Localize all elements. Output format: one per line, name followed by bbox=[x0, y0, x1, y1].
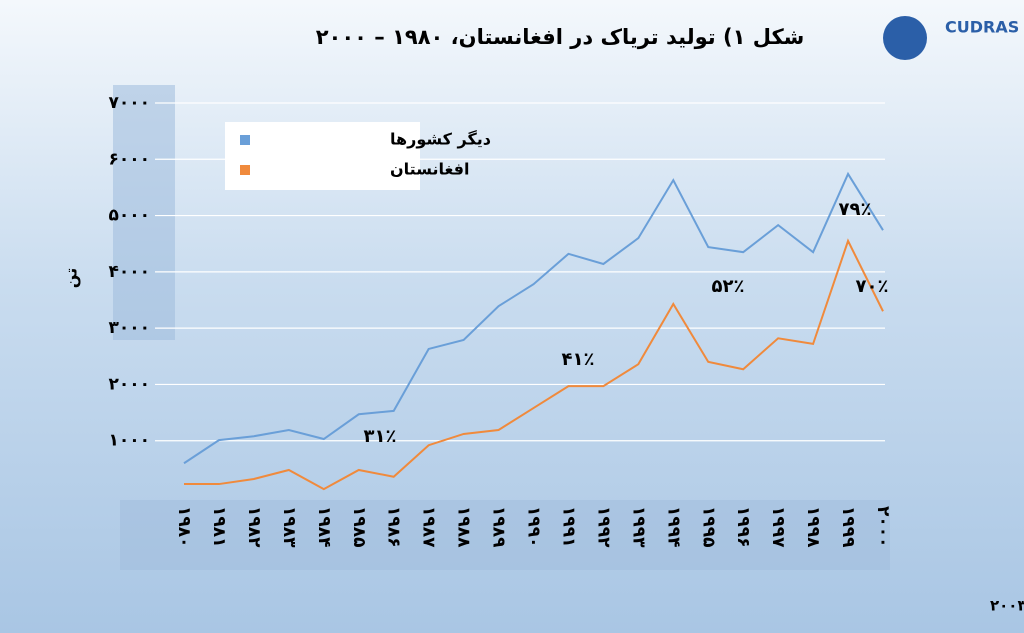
legend-label: افغانستان bbox=[390, 160, 469, 179]
x-tick-label: ۱۹۸۲ bbox=[244, 506, 264, 548]
x-tick-label: ۲۰۰۰ bbox=[873, 506, 893, 548]
annotation: ۷۰٪ bbox=[856, 276, 889, 297]
source-note: منبع: اقتصاد مخدری افغانستان UNODC : یک … bbox=[990, 597, 1024, 615]
x-tick-label: ۱۹۸۷ bbox=[419, 506, 439, 548]
x-tick-label: ۱۹۸۱ bbox=[209, 506, 229, 548]
y-axis-band bbox=[113, 85, 175, 340]
y-tick-label: ۴۰۰۰ bbox=[108, 262, 150, 282]
legend-marker bbox=[240, 165, 250, 175]
x-tick-label: ۱۹۸۵ bbox=[349, 506, 369, 548]
x-tick-label: ۱۹۸۸ bbox=[454, 506, 474, 548]
y-tick-label: ۶۰۰۰ bbox=[108, 149, 150, 169]
x-tick-label: ۱۹۹۶ bbox=[733, 506, 753, 548]
x-tick-label: ۱۹۹۰ bbox=[524, 506, 544, 548]
annotation: ۷۹٪ bbox=[839, 199, 872, 220]
x-tick-label: ۱۹۹۹ bbox=[838, 506, 858, 548]
x-axis-band bbox=[120, 500, 890, 570]
y-tick-label: ۱۰۰۰ bbox=[108, 431, 150, 451]
series-line bbox=[183, 171, 884, 465]
y-tick-label: ۲۰۰۰ bbox=[108, 374, 150, 394]
annotation: ۴۱٪ bbox=[562, 349, 595, 370]
x-tick-label: ۱۹۹۳ bbox=[628, 506, 648, 548]
x-tick-label: ۱۹۹۱ bbox=[558, 506, 578, 548]
x-tick-label: ۱۹۹۸ bbox=[803, 506, 823, 548]
y-tick-label: ۳۰۰۰ bbox=[108, 318, 150, 338]
logo-text: CUDRAS bbox=[945, 18, 1019, 37]
x-tick-label: ۱۹۸۰ bbox=[174, 506, 194, 548]
x-tick-label: ۱۹۸۹ bbox=[489, 506, 509, 548]
x-tick-label: ۱۹۸۳ bbox=[279, 506, 299, 548]
legend-label: دیگر کشورها bbox=[390, 130, 491, 149]
series-line bbox=[184, 238, 884, 491]
y-tick-label: ۵۰۰۰ bbox=[108, 206, 150, 226]
x-tick-label: ۱۹۸۴ bbox=[314, 506, 334, 548]
y-axis-label: تن bbox=[62, 268, 81, 288]
logo: CUDRAS bbox=[883, 16, 1019, 60]
y-tick-label: ۷۰۰۰ bbox=[108, 93, 150, 113]
legend bbox=[225, 122, 420, 190]
x-tick-label: ۱۹۹۵ bbox=[698, 506, 718, 548]
chart-title: شکل ۱) تولید تریاک در افغانستان، ۱۹۸۰ – … bbox=[316, 25, 805, 49]
x-tick-label: ۱۹۹۲ bbox=[593, 506, 613, 548]
annotation: ۵۲٪ bbox=[712, 276, 745, 297]
x-tick-label: ۱۹۸۶ bbox=[384, 506, 404, 548]
x-tick-label: ۱۹۹۴ bbox=[663, 506, 683, 548]
legend-marker bbox=[240, 135, 250, 145]
annotation: ۳۱٪ bbox=[364, 426, 397, 447]
logo-globe bbox=[883, 16, 927, 60]
x-tick-label: ۱۹۹۷ bbox=[768, 506, 788, 548]
